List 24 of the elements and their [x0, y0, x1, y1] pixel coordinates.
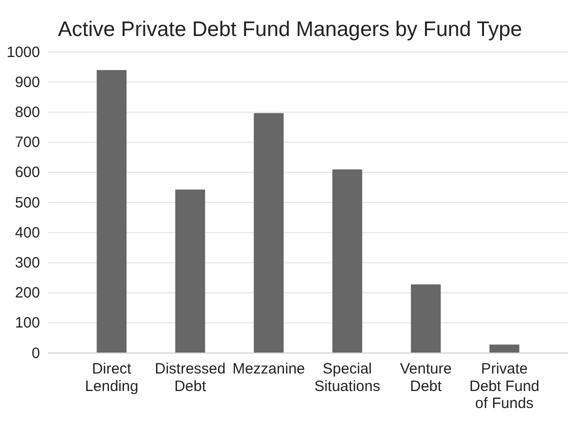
y-tick-label: 900 [14, 74, 40, 91]
x-tick-label: Distressed Debt [154, 360, 226, 395]
bar [96, 70, 127, 353]
bar [332, 169, 362, 353]
x-tick-label: Private Debt Fund of Funds [469, 360, 540, 412]
y-tick-label: 600 [14, 164, 40, 182]
bar [254, 113, 284, 353]
y-tick-label: 500 [14, 194, 40, 212]
bar [489, 344, 520, 353]
chart-title: Active Private Debt Fund Managers by Fund Type [58, 18, 522, 41]
bar [175, 190, 206, 353]
x-tick-label: Venture Debt [400, 360, 452, 395]
bar [410, 284, 441, 353]
x-tick-label: Direct Lending [84, 360, 138, 395]
y-tick-label: 1000 [6, 44, 40, 61]
y-tick-label: 100 [14, 314, 40, 332]
y-tick-label: 200 [14, 284, 40, 302]
y-tick-label: 300 [14, 254, 40, 272]
y-tick-label: 700 [14, 134, 40, 152]
y-tick-label: 400 [14, 224, 40, 242]
x-tick-label: Special Situations [314, 360, 380, 395]
y-tick-label: 800 [14, 104, 40, 121]
x-tick-label: Mezzanine [232, 360, 305, 378]
y-tick-label: 0 [32, 344, 40, 362]
